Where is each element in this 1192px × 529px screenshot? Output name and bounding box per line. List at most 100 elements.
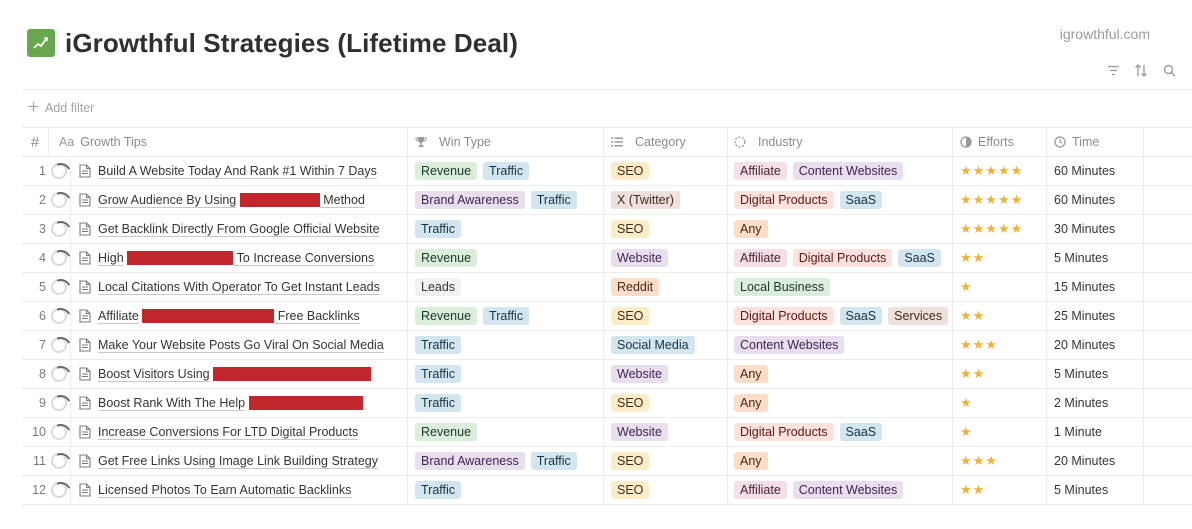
category-cell[interactable]: SEO xyxy=(604,302,728,330)
efforts-cell[interactable]: ★★ xyxy=(953,360,1047,388)
win-type-cell[interactable]: Traffic xyxy=(408,476,604,504)
efforts-cell[interactable]: ★ xyxy=(953,389,1047,417)
growth-tip-title[interactable]: Get Free Links Using Image Link Building… xyxy=(98,454,378,468)
table-row[interactable]: 7 Make Your Website Posts Go Viral On Soc… xyxy=(22,331,1192,360)
efforts-cell[interactable]: ★★ xyxy=(953,244,1047,272)
industry-cell[interactable]: Content Websites xyxy=(728,331,953,359)
industry-cell[interactable]: Local Business xyxy=(728,273,953,301)
time-cell[interactable]: 20 Minutes xyxy=(1047,331,1144,359)
win-type-cell[interactable]: Traffic xyxy=(408,360,604,388)
add-filter-button[interactable]: Add filter xyxy=(28,101,94,115)
efforts-cell[interactable]: ★★ xyxy=(953,476,1047,504)
industry-cell[interactable]: Affiliate Digital Products SaaS xyxy=(728,244,953,272)
column-header-time[interactable]: Time xyxy=(1047,128,1144,156)
growth-tip-title[interactable]: Grow Audience By Using xyxy=(98,193,237,207)
industry-cell[interactable]: Affiliate Content Websites xyxy=(728,157,953,185)
growth-tip-title[interactable]: Get Backlink Directly From Google Offici… xyxy=(98,222,380,236)
table-row[interactable]: 10 Increase Conversions For LTD Digital P… xyxy=(22,418,1192,447)
category-cell[interactable]: SEO xyxy=(604,215,728,243)
table-row[interactable]: 5 Local Citations With Operator To Get In… xyxy=(22,273,1192,302)
growth-tip-title[interactable]: Boost Rank With The Help xyxy=(98,396,246,410)
growth-tip-title-suffix[interactable]: Free Backlinks xyxy=(274,309,360,323)
table-row[interactable]: 2 Grow Audience By Using Method Brand Awar… xyxy=(22,186,1192,215)
table-row[interactable]: 8 Boost Visitors Using Traffic Website Any ★… xyxy=(22,360,1192,389)
growth-tip-title[interactable]: Local Citations With Operator To Get Ins… xyxy=(98,280,380,294)
efforts-cell[interactable]: ★★★★★ xyxy=(953,215,1047,243)
time-cell[interactable]: 5 Minutes xyxy=(1047,244,1144,272)
growth-tip-title[interactable]: Boost Visitors Using xyxy=(98,367,210,381)
growth-tip-cell[interactable]: Increase Conversions For LTD Digital Pro… xyxy=(70,418,408,446)
column-header-win-type[interactable]: Win Type xyxy=(408,128,604,156)
growth-tip-title[interactable]: High xyxy=(98,251,124,265)
win-type-cell[interactable]: Traffic xyxy=(408,389,604,417)
win-type-cell[interactable]: Brand Awareness Traffic xyxy=(408,447,604,475)
time-cell[interactable]: 15 Minutes xyxy=(1047,273,1144,301)
column-header-industry[interactable]: Industry xyxy=(728,128,953,156)
category-cell[interactable]: Website xyxy=(604,360,728,388)
time-cell[interactable]: 5 Minutes xyxy=(1047,360,1144,388)
growth-tip-title[interactable]: Affiliate xyxy=(98,309,139,323)
win-type-cell[interactable]: Traffic xyxy=(408,331,604,359)
search-icon[interactable] xyxy=(1162,63,1176,77)
category-cell[interactable]: Reddit xyxy=(604,273,728,301)
table-row[interactable]: 11 Get Free Links Using Image Link Buildi… xyxy=(22,447,1192,476)
filter-icon[interactable] xyxy=(1106,63,1120,77)
category-cell[interactable]: SEO xyxy=(604,476,728,504)
table-row[interactable]: 6 Affiliate Free Backlinks Revenue Traffic S… xyxy=(22,302,1192,331)
growth-tip-cell[interactable]: Build A Website Today And Rank #1 Within… xyxy=(70,157,408,185)
win-type-cell[interactable]: Revenue Traffic xyxy=(408,157,604,185)
category-cell[interactable]: Social Media xyxy=(604,331,728,359)
industry-cell[interactable]: Any xyxy=(728,215,953,243)
efforts-cell[interactable]: ★★ xyxy=(953,302,1047,330)
category-cell[interactable]: SEO xyxy=(604,157,728,185)
table-row[interactable]: 9 Boost Rank With The Help Traffic SEO Any ★… xyxy=(22,389,1192,418)
growth-tip-cell[interactable]: Make Your Website Posts Go Viral On Soci… xyxy=(70,331,408,359)
growth-tip-cell[interactable]: Boost Rank With The Help xyxy=(70,389,408,417)
time-cell[interactable]: 60 Minutes xyxy=(1047,157,1144,185)
growth-tip-cell[interactable]: Get Backlink Directly From Google Offici… xyxy=(70,215,408,243)
growth-tip-cell[interactable]: High To Increase Conversions xyxy=(70,244,408,272)
time-cell[interactable]: 20 Minutes xyxy=(1047,447,1144,475)
growth-tip-cell[interactable]: Affiliate Free Backlinks xyxy=(70,302,408,330)
column-header-category[interactable]: Category xyxy=(604,128,728,156)
growth-tip-title[interactable]: Make Your Website Posts Go Viral On Soci… xyxy=(98,338,384,352)
efforts-cell[interactable]: ★★★★★ xyxy=(953,186,1047,214)
column-header-efforts[interactable]: Efforts xyxy=(953,128,1047,156)
growth-tip-cell[interactable]: Boost Visitors Using xyxy=(70,360,408,388)
growth-tip-title[interactable]: Licensed Photos To Earn Automatic Backli… xyxy=(98,483,352,497)
time-cell[interactable]: 2 Minutes xyxy=(1047,389,1144,417)
industry-cell[interactable]: Digital Products SaaS Services xyxy=(728,302,953,330)
table-row[interactable]: 4 High To Increase Conversions Revenue Webs… xyxy=(22,244,1192,273)
win-type-cell[interactable]: Revenue xyxy=(408,418,604,446)
time-cell[interactable]: 60 Minutes xyxy=(1047,186,1144,214)
win-type-cell[interactable]: Traffic xyxy=(408,215,604,243)
growth-tip-cell[interactable]: Licensed Photos To Earn Automatic Backli… xyxy=(70,476,408,504)
growth-tip-title[interactable]: Build A Website Today And Rank #1 Within… xyxy=(98,164,377,178)
industry-cell[interactable]: Any xyxy=(728,360,953,388)
growth-tip-cell[interactable]: Get Free Links Using Image Link Building… xyxy=(70,447,408,475)
category-cell[interactable]: Website xyxy=(604,244,728,272)
growth-tip-cell[interactable]: Local Citations With Operator To Get Ins… xyxy=(70,273,408,301)
growth-tip-title[interactable]: Increase Conversions For LTD Digital Pro… xyxy=(98,425,359,439)
efforts-cell[interactable]: ★★★★★ xyxy=(953,157,1047,185)
industry-cell[interactable]: Any xyxy=(728,389,953,417)
table-row[interactable]: 1 Build A Website Today And Rank #1 Withi… xyxy=(22,157,1192,186)
efforts-cell[interactable]: ★ xyxy=(953,273,1047,301)
growth-tip-title-suffix[interactable]: Method xyxy=(319,193,365,207)
sort-icon[interactable] xyxy=(1134,63,1148,77)
time-cell[interactable]: 1 Minute xyxy=(1047,418,1144,446)
table-row[interactable]: 12 Licensed Photos To Earn Automatic Back… xyxy=(22,476,1192,505)
growth-tip-cell[interactable]: Grow Audience By Using Method xyxy=(70,186,408,214)
industry-cell[interactable]: Digital Products SaaS xyxy=(728,186,953,214)
industry-cell[interactable]: Digital Products SaaS xyxy=(728,418,953,446)
category-cell[interactable]: SEO xyxy=(604,447,728,475)
site-link[interactable]: igrowthful.com xyxy=(1059,26,1150,42)
category-cell[interactable]: Website xyxy=(604,418,728,446)
win-type-cell[interactable]: Brand Awareness Traffic xyxy=(408,186,604,214)
growth-tip-title-suffix[interactable]: To Increase Conversions xyxy=(233,251,375,265)
column-header-growth-tips[interactable]: Aa Growth Tips xyxy=(48,128,408,156)
industry-cell[interactable]: Affiliate Content Websites xyxy=(728,476,953,504)
industry-cell[interactable]: Any xyxy=(728,447,953,475)
time-cell[interactable]: 5 Minutes xyxy=(1047,476,1144,504)
efforts-cell[interactable]: ★ xyxy=(953,418,1047,446)
